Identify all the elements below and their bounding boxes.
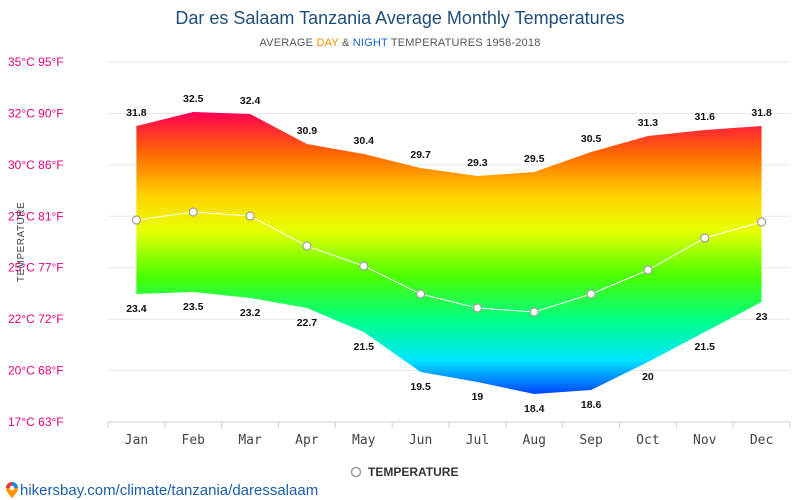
day-value-label: 32.4	[240, 95, 261, 107]
temperature-range-area	[136, 112, 762, 394]
mean-marker	[359, 261, 369, 271]
legend[interactable]: TEMPERATURE	[350, 465, 459, 479]
y-tick-label: 30°C 86°F	[8, 158, 64, 172]
day-value-label: 30.5	[581, 133, 602, 145]
y-tick-label: 35°C 95°F	[8, 55, 64, 69]
y-tick-label: 27°C 81°F	[8, 209, 64, 223]
legend-label[interactable]: TEMPERATURE	[368, 465, 458, 479]
night-value-label: 20	[642, 371, 654, 383]
x-tick-label: Nov	[693, 433, 717, 448]
x-tick-label: Oct	[636, 433, 659, 448]
legend-marker-icon	[350, 466, 362, 478]
mean-marker	[700, 233, 710, 243]
mean-marker	[756, 217, 767, 227]
x-tick-label: Aug	[523, 433, 546, 448]
day-value-label: 31.3	[638, 117, 659, 129]
night-value-label: 21.5	[695, 341, 716, 353]
x-tick-label: May	[352, 433, 376, 448]
location-pin-icon	[6, 482, 18, 498]
x-tick-label: Apr	[295, 433, 319, 448]
day-value-label: 31.8	[751, 107, 772, 119]
data-labels: 31.8 32.5 32.4 30.9 30.4 29.7 29.3 29.5 30.5 31.3…	[126, 93, 772, 415]
x-tick-label: Jul	[466, 433, 489, 448]
night-value-label: 18.6	[581, 399, 602, 411]
mean-marker	[131, 215, 142, 225]
day-value-label: 30.9	[297, 125, 318, 137]
mean-marker	[188, 207, 198, 217]
mean-markers	[131, 207, 767, 317]
night-value-label: 19.5	[410, 381, 431, 393]
mean-marker	[302, 241, 312, 251]
night-value-label: 18.4	[524, 403, 545, 415]
mean-marker	[643, 265, 653, 275]
night-value-label: 23.5	[183, 301, 204, 313]
subtitle-prefix: AVERAGE	[259, 37, 316, 49]
night-value-label: 22.7	[297, 317, 318, 329]
night-value-label: 23.4	[126, 303, 147, 315]
y-tick-label: 25°C 77°F	[8, 261, 64, 275]
subtitle-night: NIGHT	[353, 37, 388, 49]
chart-title: Dar es Salaam Tanzania Average Monthly T…	[175, 8, 624, 28]
day-value-label: 31.8	[126, 107, 147, 119]
mean-marker	[245, 211, 255, 221]
x-tick-label: Jun	[409, 433, 432, 448]
x-tick-label: Jan	[125, 433, 148, 448]
mean-marker	[529, 307, 539, 317]
night-value-label: 23	[756, 311, 768, 323]
day-value-label: 29.7	[410, 149, 431, 161]
x-tick-label: Feb	[182, 433, 206, 448]
x-tick-label: Sep	[579, 433, 603, 448]
day-value-label: 29.5	[524, 153, 545, 165]
subtitle-amp: &	[339, 37, 353, 49]
subtitle-suffix: TEMPERATURES 1958-2018	[388, 37, 541, 49]
y-tick-label: 32°C 90°F	[8, 106, 64, 120]
day-value-label: 29.3	[467, 157, 488, 169]
y-tick-label: 20°C 68°F	[8, 364, 64, 378]
mean-temperature-line	[136, 211, 762, 313]
night-value-label: 21.5	[354, 341, 375, 353]
chart-subtitle: AVERAGE DAY & NIGHT TEMPERATURES 1958-20…	[259, 37, 540, 49]
night-value-label: 19	[472, 391, 484, 403]
y-axis-ticks: 17°C 63°F 20°C 68°F 22°C 72°F 25°C 77°F 27°C…	[8, 55, 64, 429]
day-value-label: 31.6	[695, 111, 716, 123]
x-tick-label: Dec	[750, 433, 773, 448]
y-axis-label: TEMPERATURE	[16, 202, 27, 282]
source-url[interactable]: hikersbay.com/climate/tanzania/daressala…	[20, 482, 318, 499]
mean-marker	[586, 289, 596, 299]
mean-marker	[472, 303, 483, 313]
y-tick-label: 17°C 63°F	[8, 415, 64, 429]
source-link[interactable]: hikersbay.com/climate/tanzania/daressala…	[6, 482, 318, 499]
x-axis-ticks: Jan Feb Mar Apr May Jun Jul Aug Sep Oct Nov Dec	[107, 422, 791, 448]
subtitle-day: DAY	[316, 37, 339, 49]
day-value-label: 30.4	[354, 135, 375, 147]
y-tick-label: 22°C 72°F	[8, 312, 64, 326]
mean-marker	[415, 289, 426, 299]
x-tick-label: Mar	[238, 433, 262, 448]
night-value-label: 23.2	[240, 307, 261, 319]
day-value-label: 32.5	[183, 93, 204, 105]
